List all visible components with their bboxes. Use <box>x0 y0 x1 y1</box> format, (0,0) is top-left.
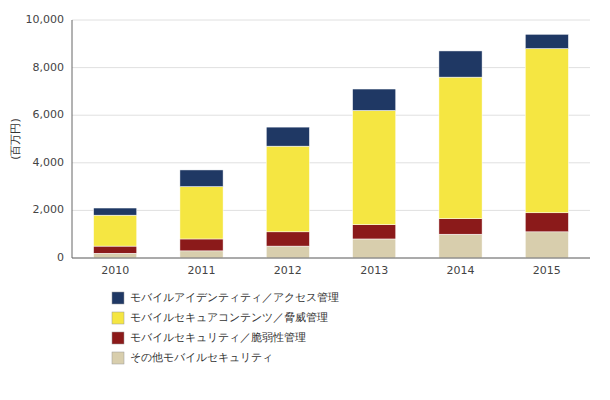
legend-swatch <box>112 312 124 324</box>
x-axis-line <box>72 258 590 259</box>
bar-segment <box>353 89 396 110</box>
legend-label: モバイルセキュアコンテンツ／脅威管理 <box>130 311 328 324</box>
y-tick-label: 2,000 <box>33 203 65 216</box>
legend-swatch <box>112 292 124 304</box>
y-axis-line <box>72 20 73 258</box>
x-tick-label: 2013 <box>360 264 388 277</box>
bar-segment <box>525 213 568 232</box>
legend-label: モバイルアイデンティティ／アクセス管理 <box>130 291 339 304</box>
bar-segment <box>266 232 309 246</box>
bar-segment <box>180 187 223 239</box>
x-axis: 2010 2011 2012 2013 2014 2015 <box>72 20 590 277</box>
legend-label: その他モバイルセキュリティ <box>130 351 273 364</box>
bar-segment <box>525 232 568 258</box>
bar-segment <box>266 146 309 232</box>
grid-line <box>72 67 590 68</box>
bar-segment <box>353 110 396 224</box>
bar-segment <box>94 253 137 258</box>
bar-segment <box>525 49 568 213</box>
x-tick-label: 2014 <box>447 264 475 277</box>
grid-line <box>72 258 590 259</box>
grid-line <box>72 162 590 163</box>
y-tick-label: 0 <box>57 251 64 264</box>
y-axis-label: (百万円) <box>9 118 22 160</box>
legend-label: モバイルセキュリティ／脆弱性管理 <box>130 331 306 344</box>
y-axis: 0 2,000 4,000 6,000 8,000 10,000 <box>26 13 591 264</box>
x-tick-label: 2011 <box>188 264 216 277</box>
bar-segment <box>439 219 482 234</box>
chart: 0 2,000 4,000 6,000 8,000 10,000 (百万円) 2010 2011… <box>0 0 610 400</box>
bar-segment <box>266 246 309 258</box>
bars <box>94 34 569 258</box>
bar-segment <box>439 234 482 258</box>
bar-segment <box>94 215 137 246</box>
grid-line <box>72 20 590 21</box>
legend-swatch <box>112 332 124 344</box>
bar-segment <box>180 170 223 187</box>
bar-segment <box>94 208 137 215</box>
x-tick-label: 2010 <box>101 264 129 277</box>
y-tick-label: 6,000 <box>33 108 65 121</box>
y-tick-label: 8,000 <box>33 61 65 74</box>
y-tick-label: 10,000 <box>26 13 65 26</box>
bar-segment <box>525 34 568 48</box>
bar-segment <box>94 246 137 253</box>
legend-swatch <box>112 352 124 364</box>
bar-segment <box>353 239 396 258</box>
y-tick-label: 4,000 <box>33 156 65 169</box>
legend: モバイルアイデンティティ／アクセス管理モバイルセキュアコンテンツ／脅威管理モバイ… <box>112 291 339 364</box>
bar-segment <box>266 127 309 146</box>
bar-segment <box>439 77 482 219</box>
x-tick-label: 2012 <box>274 264 302 277</box>
bar-segment <box>439 51 482 77</box>
x-tick-label: 2015 <box>533 264 561 277</box>
grid-line <box>72 115 590 116</box>
bar-segment <box>353 225 396 239</box>
bar-segment <box>180 239 223 251</box>
grid-line <box>72 210 590 211</box>
bar-segment <box>180 251 223 258</box>
